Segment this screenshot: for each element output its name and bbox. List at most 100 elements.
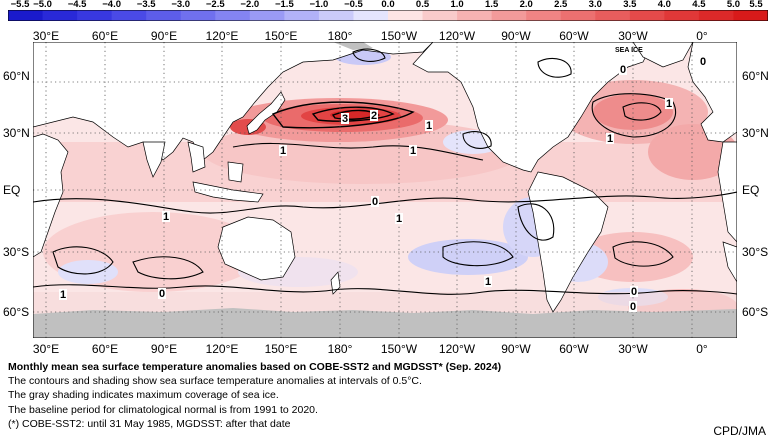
colorbar-tick-label: 4.5 — [692, 0, 706, 10]
contour-label-bg — [371, 196, 379, 207]
contour-label-bg — [630, 286, 638, 297]
contour-value-label: 1 — [426, 120, 432, 132]
contour-value-label: 1 — [60, 289, 66, 301]
longitude-label: 90°E — [150, 342, 178, 356]
colorbar-swatch — [733, 10, 768, 21]
latitude-label: 30°N — [742, 126, 769, 140]
colorbar-tick-label: −2.5 — [205, 0, 225, 10]
longitude-label: 120°W — [438, 342, 476, 356]
colorbar — [8, 10, 768, 21]
colorbar-swatch — [146, 10, 182, 21]
contour-label-bg — [162, 211, 170, 222]
longitude-label: 60°E — [91, 29, 119, 43]
colorbar-swatch — [42, 10, 78, 21]
caption-line: The baseline period for climatological n… — [8, 403, 318, 416]
latitude-label: 60°N — [742, 69, 769, 83]
contour-label-bg — [665, 98, 673, 109]
sea-ice-arctic — [333, 42, 373, 50]
contour-label-bg — [279, 145, 287, 156]
colorbar-swatch — [8, 10, 44, 21]
colorbar-tick-label: 2.5 — [554, 0, 568, 10]
colorbar-swatch — [422, 10, 458, 21]
longitude-label: 150°E — [264, 342, 298, 356]
sea-ice — [33, 308, 737, 338]
longitude-label: 180° — [327, 342, 353, 356]
latitude-label: EQ — [3, 183, 21, 197]
longitude-label: 120°E — [205, 29, 239, 43]
contour-label-bg — [484, 276, 492, 287]
credit-label: CPD/JMA — [713, 424, 766, 438]
colorbar-swatch — [629, 10, 665, 21]
colorbar-swatch — [180, 10, 216, 21]
contour-value-label: 0 — [620, 64, 626, 76]
colorbar-tick-label: 0.0 — [381, 0, 395, 10]
longitude-label: 60°W — [559, 342, 589, 356]
colorbar-tick-label: 3.0 — [588, 0, 602, 10]
colorbar-swatch — [560, 10, 596, 21]
contour-value-label: 3 — [342, 113, 348, 125]
colorbar-tick-label: −5.0 — [33, 0, 52, 10]
longitude-label: 60°E — [91, 342, 119, 356]
sst-anomaly-map: 0 0 1 1 1 0 1 1 0 0 1 0 3 2 1 1 1 — [33, 42, 737, 338]
colorbar-tick-label: −1.0 — [309, 0, 329, 10]
longitude-label: 90°W — [501, 342, 531, 356]
longitude-label: 120°W — [438, 29, 476, 43]
colorbar-tick-label: −1.5 — [274, 0, 294, 10]
sea-ice-tag: SEA ICE — [615, 47, 643, 54]
longitude-label: 150°W — [380, 29, 418, 43]
colorbar-tick-label: −4.0 — [102, 0, 122, 10]
contour-value-label: 1 — [607, 133, 613, 145]
contour-label-bg — [395, 213, 403, 224]
latitude-label: 30°S — [742, 245, 769, 259]
latitude-label: 30°N — [3, 126, 30, 140]
land — [33, 42, 737, 313]
colorbar-swatch — [318, 10, 354, 21]
contour-value-label: 1 — [666, 98, 672, 110]
longitude-label: 180° — [327, 29, 353, 43]
colorbar-tick-label: 2.0 — [519, 0, 533, 10]
contour-label-bg — [425, 120, 433, 131]
caption: Monthly mean sea surface temperature ano… — [8, 360, 501, 431]
longitude-label: 150°E — [264, 29, 298, 43]
longitude-label: 30°W — [618, 342, 648, 356]
colorbar-tick-label: −4.5 — [67, 0, 87, 10]
contour-value-label: 1 — [485, 276, 491, 288]
colorbar-tick-label: −0.5 — [344, 0, 363, 10]
colorbar-swatch — [77, 10, 113, 21]
colorbar-swatch — [215, 10, 251, 21]
longitude-label: 0° — [696, 29, 708, 43]
contour-value-label: 0 — [631, 286, 637, 298]
contour-value-label: 0 — [159, 288, 165, 300]
caption-line: The gray shading indicates maximum cover… — [8, 389, 279, 402]
colorbar-swatch — [698, 10, 734, 21]
colorbar-swatch — [491, 10, 527, 21]
latitude-label: 60°S — [742, 305, 769, 319]
anomaly-shading — [33, 49, 737, 325]
longitude-label: 0° — [696, 342, 708, 356]
colorbar-swatch — [353, 10, 389, 21]
longitude-label: 150°W — [380, 342, 418, 356]
contour-value-label: 0 — [630, 301, 636, 313]
longitude-label: 30°E — [32, 342, 60, 356]
caption-title: Monthly mean sea surface temperature ano… — [8, 361, 502, 373]
colorbar-swatch — [595, 10, 631, 21]
colorbar-tick-label: 5.0 — [726, 0, 741, 10]
latitude-label: EQ — [742, 183, 760, 197]
colorbar-swatch — [284, 10, 320, 21]
contour-label-bg — [606, 133, 614, 144]
colorbar-tick-label: 3.5 — [623, 0, 637, 10]
colorbar-swatch — [111, 10, 147, 21]
colorbar-tick-label: 0.5 — [415, 0, 430, 10]
contour-value-label: 1 — [410, 145, 416, 157]
latitude-label: 60°S — [3, 305, 30, 319]
colorbar-tick-label: 1.0 — [450, 0, 464, 10]
contour-label-bg — [629, 301, 637, 312]
colorbar-swatch — [249, 10, 285, 21]
contour-value-label: 1 — [163, 211, 169, 223]
colorbar-swatch — [388, 10, 424, 21]
longitude-label: 120°E — [205, 342, 239, 356]
colorbar-tick-label: −3.5 — [136, 0, 156, 10]
contour-value-label: 2 — [371, 110, 377, 122]
colorbar-tick-labels: −5.5 −5.0 −4.5 −4.0 −3.5 −3.0 −2.5 −2.0 −1.5 −1.0… — [0, 0, 774, 10]
contour-value-label: 1 — [396, 213, 402, 225]
